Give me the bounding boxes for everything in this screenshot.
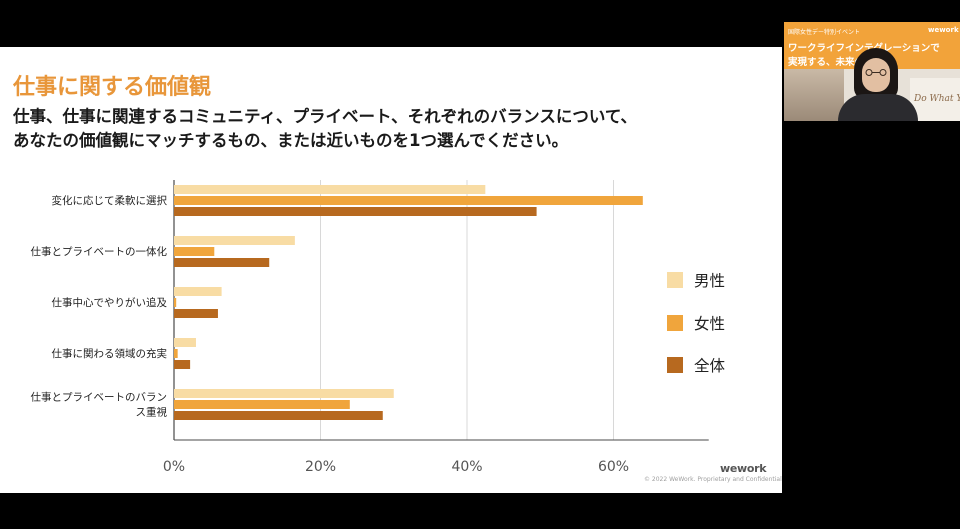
legend-swatch-female	[667, 315, 683, 331]
legend-label-male: 男性	[694, 272, 725, 290]
wework-logo: wework	[720, 462, 767, 475]
banner-event-name: 国際女性デー特別イベント	[788, 29, 861, 36]
bar-male	[174, 185, 486, 194]
wall-art-lettering: Do What You Love	[914, 94, 960, 104]
banner-title-line-1: ワークライフインテグレーションで	[788, 43, 940, 54]
presentation-slide: 仕事に関する価値観 仕事、仕事に関連するコミュニティ、プライベート、それぞれのバ…	[0, 47, 782, 493]
banner-title-line-2: 実現する、未来の働	[788, 57, 874, 68]
category-label: 仕事に関わる領域の充実	[52, 347, 168, 360]
bar-female	[174, 400, 350, 409]
category-label: 仕事とプライベートのバラン	[31, 391, 168, 404]
footer-copyright: © 2022 WeWork. Proprietary and Confident…	[644, 476, 782, 483]
legend-swatch-male	[667, 272, 683, 288]
office-background	[784, 69, 844, 121]
bar-chart: 0% 20% 40% 60% 変化に応じて柔軟に選択仕事とプライベートの一体化仕事中心で…	[31, 180, 726, 475]
speaker-glasses	[865, 69, 887, 76]
bar-overall	[174, 411, 383, 420]
wall-background	[910, 78, 960, 121]
category-label: 変化に応じて柔軟に選択	[52, 194, 168, 207]
slide-title: 仕事に関する価値観	[13, 75, 212, 100]
x-tick-label: 40%	[451, 459, 482, 475]
bar-female	[174, 298, 177, 307]
category-label: 仕事とプライベートの一体化	[31, 245, 168, 258]
category-label: ス重視	[136, 406, 168, 419]
legend-label-overall: 全体	[694, 357, 726, 375]
bar-overall	[174, 258, 270, 267]
bar-male	[174, 389, 394, 398]
x-tick-label: 20%	[305, 459, 336, 475]
bar-female	[174, 247, 215, 256]
bar-overall	[174, 207, 537, 216]
legend-label-female: 女性	[694, 314, 725, 333]
bar-male	[174, 287, 222, 296]
bar-female	[174, 196, 643, 205]
legend-swatch-overall	[667, 357, 683, 373]
bar-male	[174, 338, 196, 347]
survey-question-line-2: あなたの価値観にマッチするもの、または近いものを1つ選んでください。	[13, 131, 569, 150]
survey-question: 仕事、仕事に関連するコミュニティ、プライベート、それぞれのバランスについて、 あ…	[13, 105, 773, 153]
bar-overall	[174, 360, 191, 369]
survey-question-line-1: 仕事、仕事に関連するコミュニティ、プライベート、それぞれのバランスについて、	[13, 107, 638, 126]
x-tick-label: 0%	[163, 459, 185, 475]
bar-female	[174, 349, 178, 358]
category-label: 仕事中心でやりがい追及	[52, 296, 168, 309]
x-tick-label: 60%	[598, 459, 629, 475]
banner-logo: wework	[928, 26, 959, 34]
bar-male	[174, 236, 295, 245]
speaker-body	[838, 94, 918, 121]
bar-overall	[174, 309, 218, 318]
